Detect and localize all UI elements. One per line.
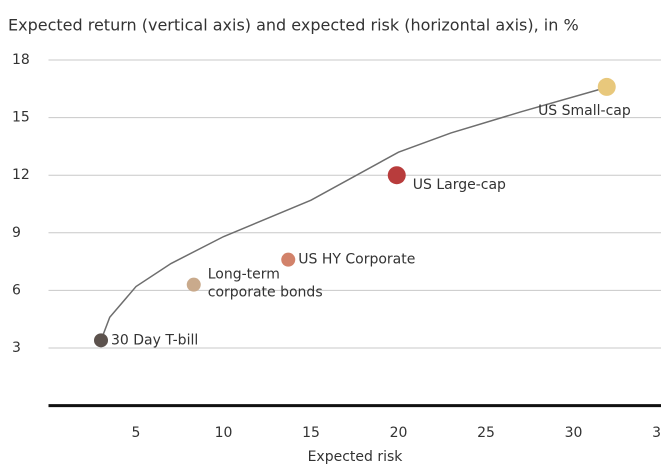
data-point — [387, 166, 406, 185]
point-label: US Large-cap — [413, 177, 506, 193]
y-tick-label: 9 — [12, 225, 21, 241]
x-tick-label: 10 — [215, 425, 233, 441]
y-tick-label: 15 — [12, 110, 30, 126]
x-tick-label: 15 — [302, 425, 320, 441]
chart-title: Expected return (vertical axis) and expe… — [8, 16, 579, 35]
point-label: corporate bonds — [208, 285, 323, 301]
data-point — [597, 77, 616, 96]
x-tick-label: 5 — [132, 425, 141, 441]
x-axis-label: Expected risk — [308, 449, 404, 465]
data-point — [94, 333, 108, 348]
x-tick-label: 35 — [652, 425, 662, 441]
frontier-curve — [100, 86, 609, 341]
point-label: US Small-cap — [538, 103, 631, 119]
data-point — [281, 252, 296, 267]
y-tick-label: 12 — [12, 167, 30, 183]
y-tick-label: 3 — [12, 340, 21, 356]
x-tick-label: 20 — [390, 425, 408, 441]
y-tick-label: 6 — [12, 282, 21, 298]
point-label: Long-term — [208, 267, 280, 283]
x-tick-label: 25 — [477, 425, 495, 441]
y-tick-label: 18 — [12, 52, 30, 68]
point-label: 30 Day T-bill — [111, 332, 198, 348]
data-point — [186, 277, 201, 292]
x-tick-label: 30 — [565, 425, 583, 441]
point-label: US HY Corporate — [298, 252, 415, 268]
